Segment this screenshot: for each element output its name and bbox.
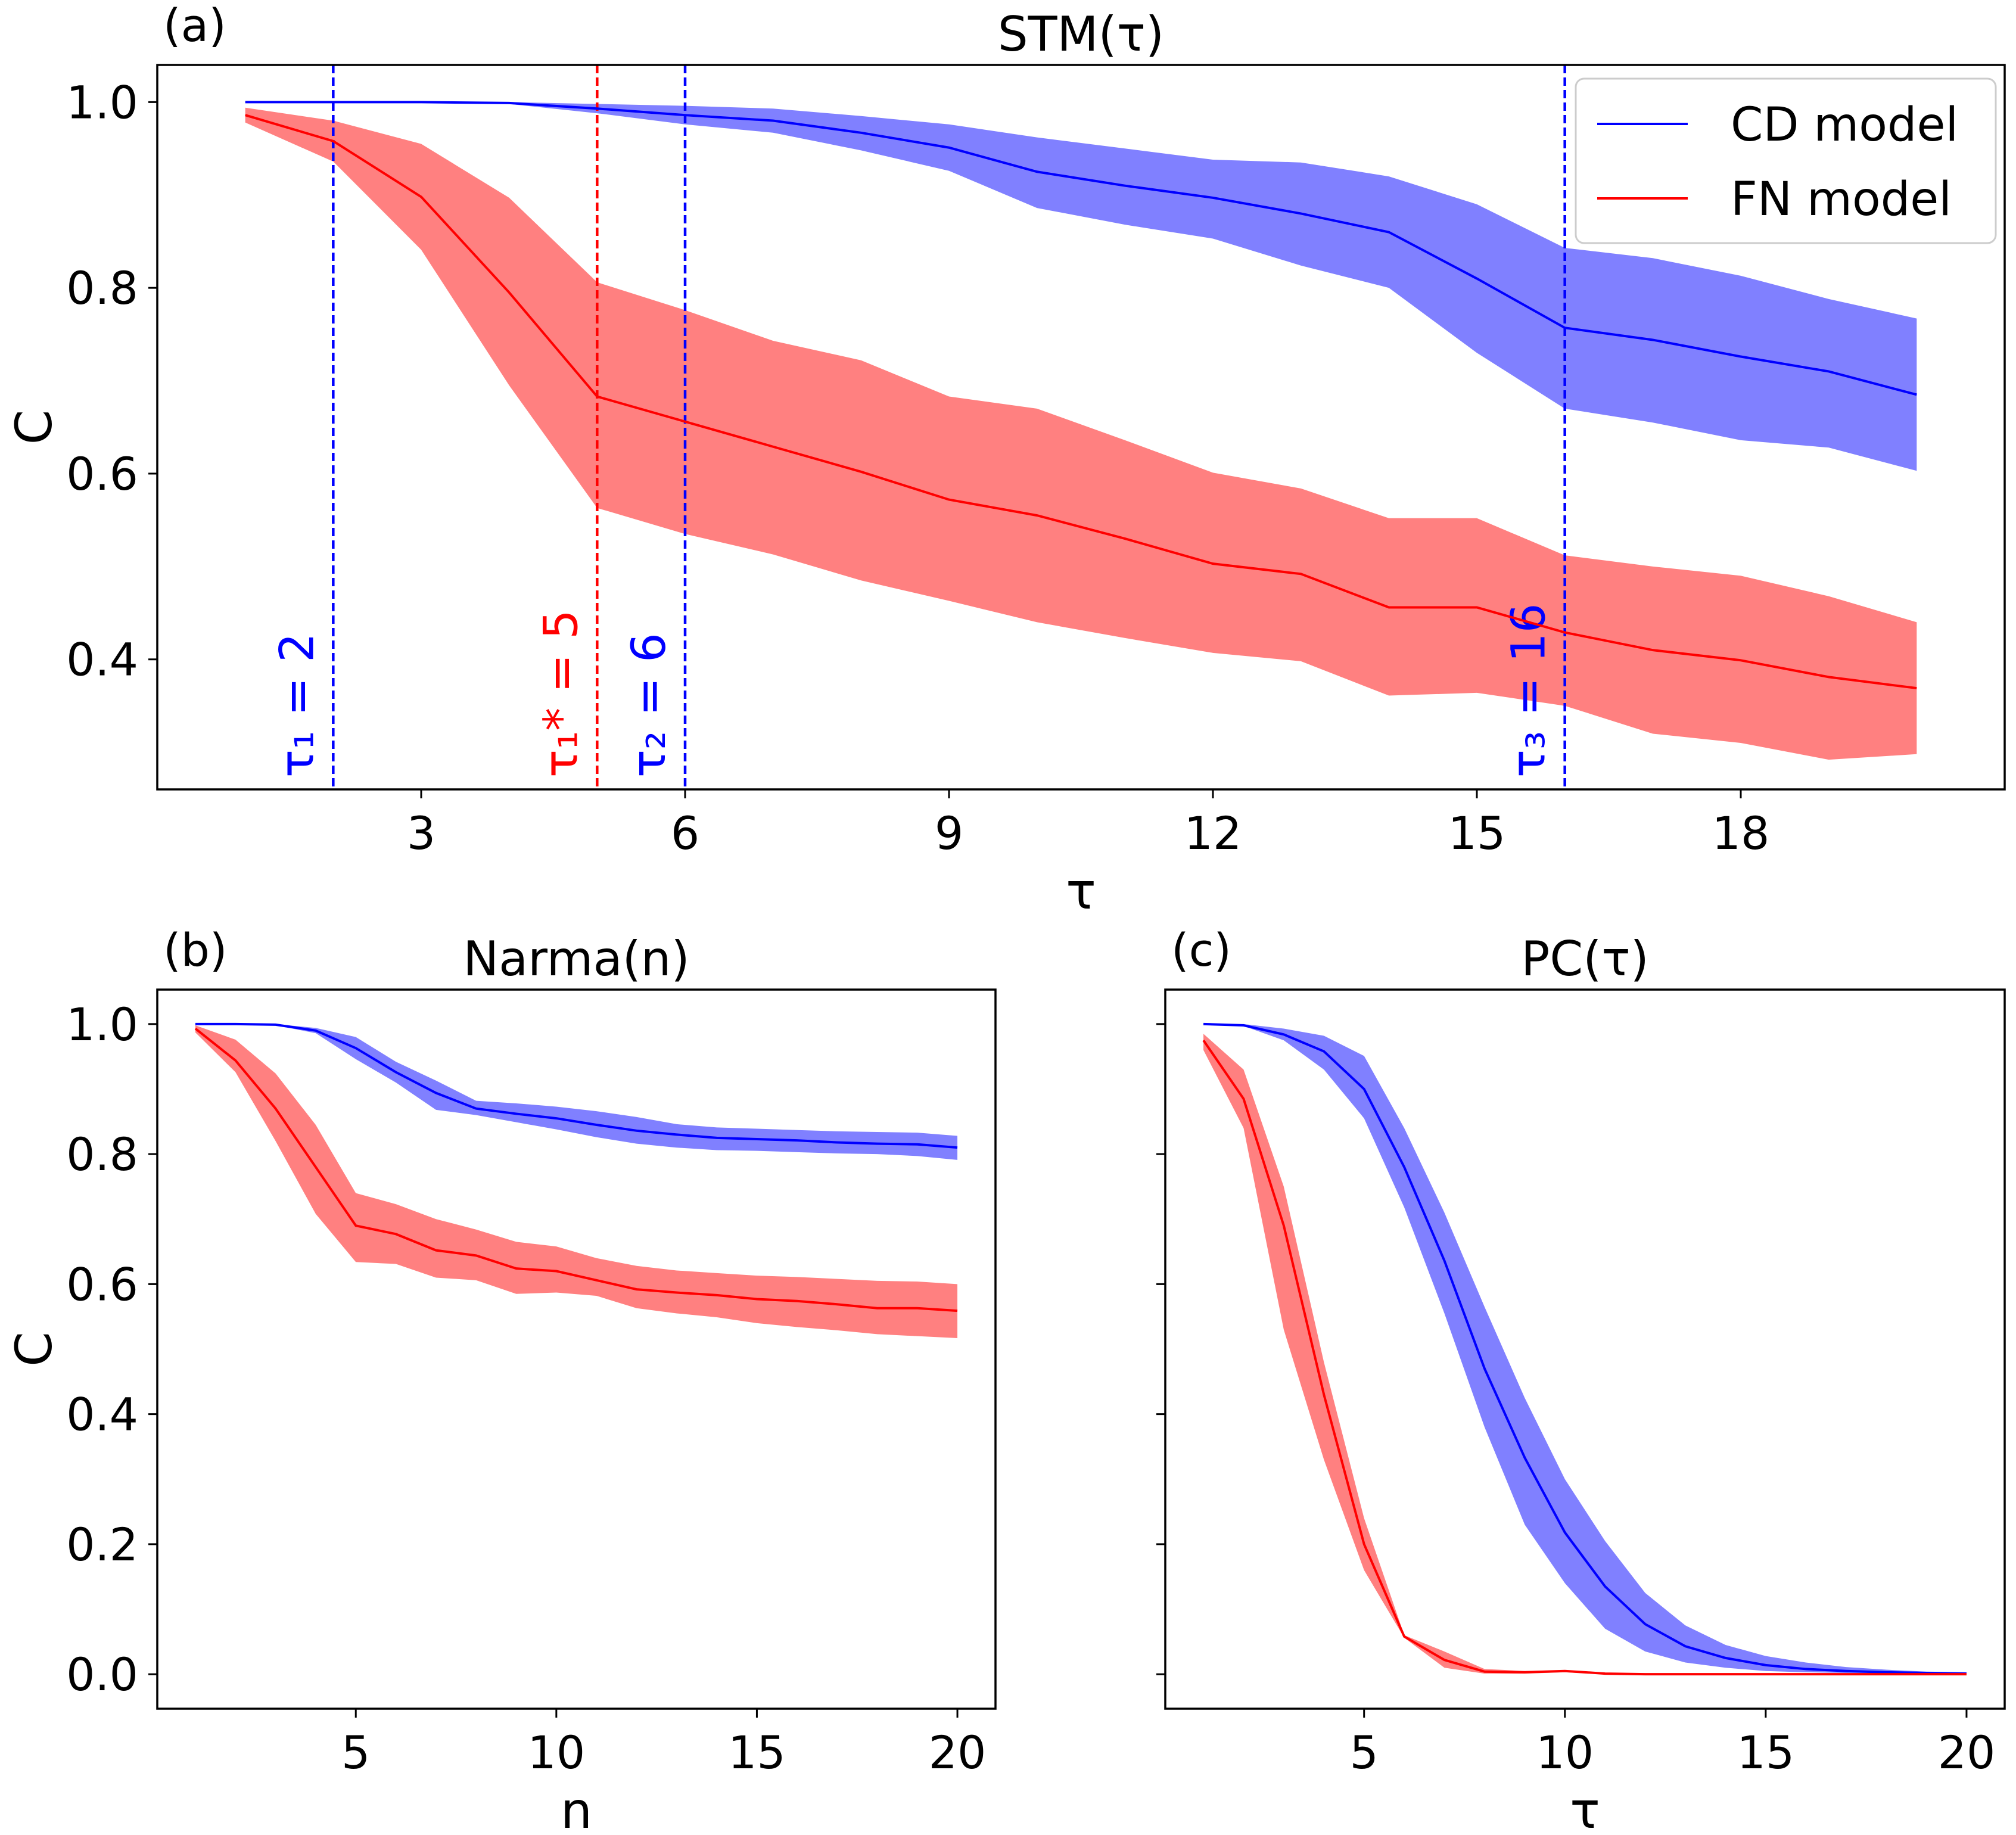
x-tick-label: 20 [929,1726,987,1779]
axes-frame [156,64,2006,791]
band-fn [195,1025,958,1338]
band-fn [245,107,1917,760]
line-cd [195,1022,958,1149]
x-tick-label: 10 [527,1726,585,1779]
panel-label: (c) [1171,923,1231,976]
x-axis-label: τ [1066,862,1096,920]
line-cd [245,101,1917,396]
panel-a: τ₁ = 2 τ₁* = 5 τ₂ = 6 τ₃ = 16 3 6 9 12 15 18 0.4 0.… [5,0,2006,920]
chart-title: PC(τ) [1521,931,1649,987]
axes-frame [1164,988,2006,1710]
line-fn [194,1027,958,1313]
y-tick-label: 0.4 [66,1388,138,1441]
x-tick-label: 9 [935,807,963,860]
y-tick-label: 0.6 [66,447,138,500]
line-fn [245,114,1917,690]
chart-title: STM(τ) [998,7,1164,62]
vline-label-1: τ₁* = 5 [534,609,588,777]
x-tick-label: 15 [1448,807,1506,860]
y-tick-label: 0.4 [66,633,138,686]
legend-label-fn: FN model [1731,173,1952,226]
panel-label: (b) [163,923,228,976]
band-cd [1203,1024,1967,1675]
y-tick-label: 1.0 [66,76,138,129]
chart-title: Narma(n) [463,931,689,987]
axes-frame [156,988,997,1710]
y-axis-label: C [5,1332,63,1367]
y-tick-label: 0.8 [66,262,138,315]
x-axis-label: τ [1570,1781,1600,1835]
panel-b: 5 10 15 20 0.0 0.2 0.4 0.6 0.8 1.0 Narma(n) (b) n C [5,923,997,1835]
band-cd [195,1024,958,1160]
y-tick-label: 0.8 [66,1128,138,1181]
line-cd [1203,1022,1967,1675]
legend-label-cd: CD model [1731,98,1958,152]
x-tick-label: 15 [1737,1726,1795,1779]
vline-label-3: τ₃ = 16 [1502,604,1556,777]
y-tick-label: 1.0 [66,998,138,1051]
y-tick-label: 0.2 [66,1518,138,1571]
line-fn [1202,1039,1967,1676]
x-tick-label: 20 [1938,1726,1996,1779]
legend: CD model FN model [1575,77,1997,244]
x-tick-label: 18 [1712,807,1770,860]
vline-label-0: τ₁ = 2 [270,633,324,777]
vline-label-2: τ₂ = 6 [623,633,676,777]
x-tick-label: 5 [1350,1726,1379,1779]
x-tick-label: 15 [728,1726,786,1779]
y-tick-label: 0.0 [66,1648,138,1701]
x-tick-label: 3 [407,807,435,860]
x-tick-label: 5 [341,1726,370,1779]
band-cd [245,102,1917,471]
y-tick-label: 0.6 [66,1258,138,1311]
x-tick-label: 12 [1184,807,1242,860]
legend-box [1575,77,1997,244]
x-axis-label: n [561,1781,592,1835]
y-axis-label: C [5,410,63,445]
x-tick-label: 6 [671,807,699,860]
x-tick-label: 10 [1536,1726,1594,1779]
panel-label: (a) [163,0,226,52]
panel-c: 5 10 15 20 PC(τ) (c) τ [1156,923,2006,1835]
